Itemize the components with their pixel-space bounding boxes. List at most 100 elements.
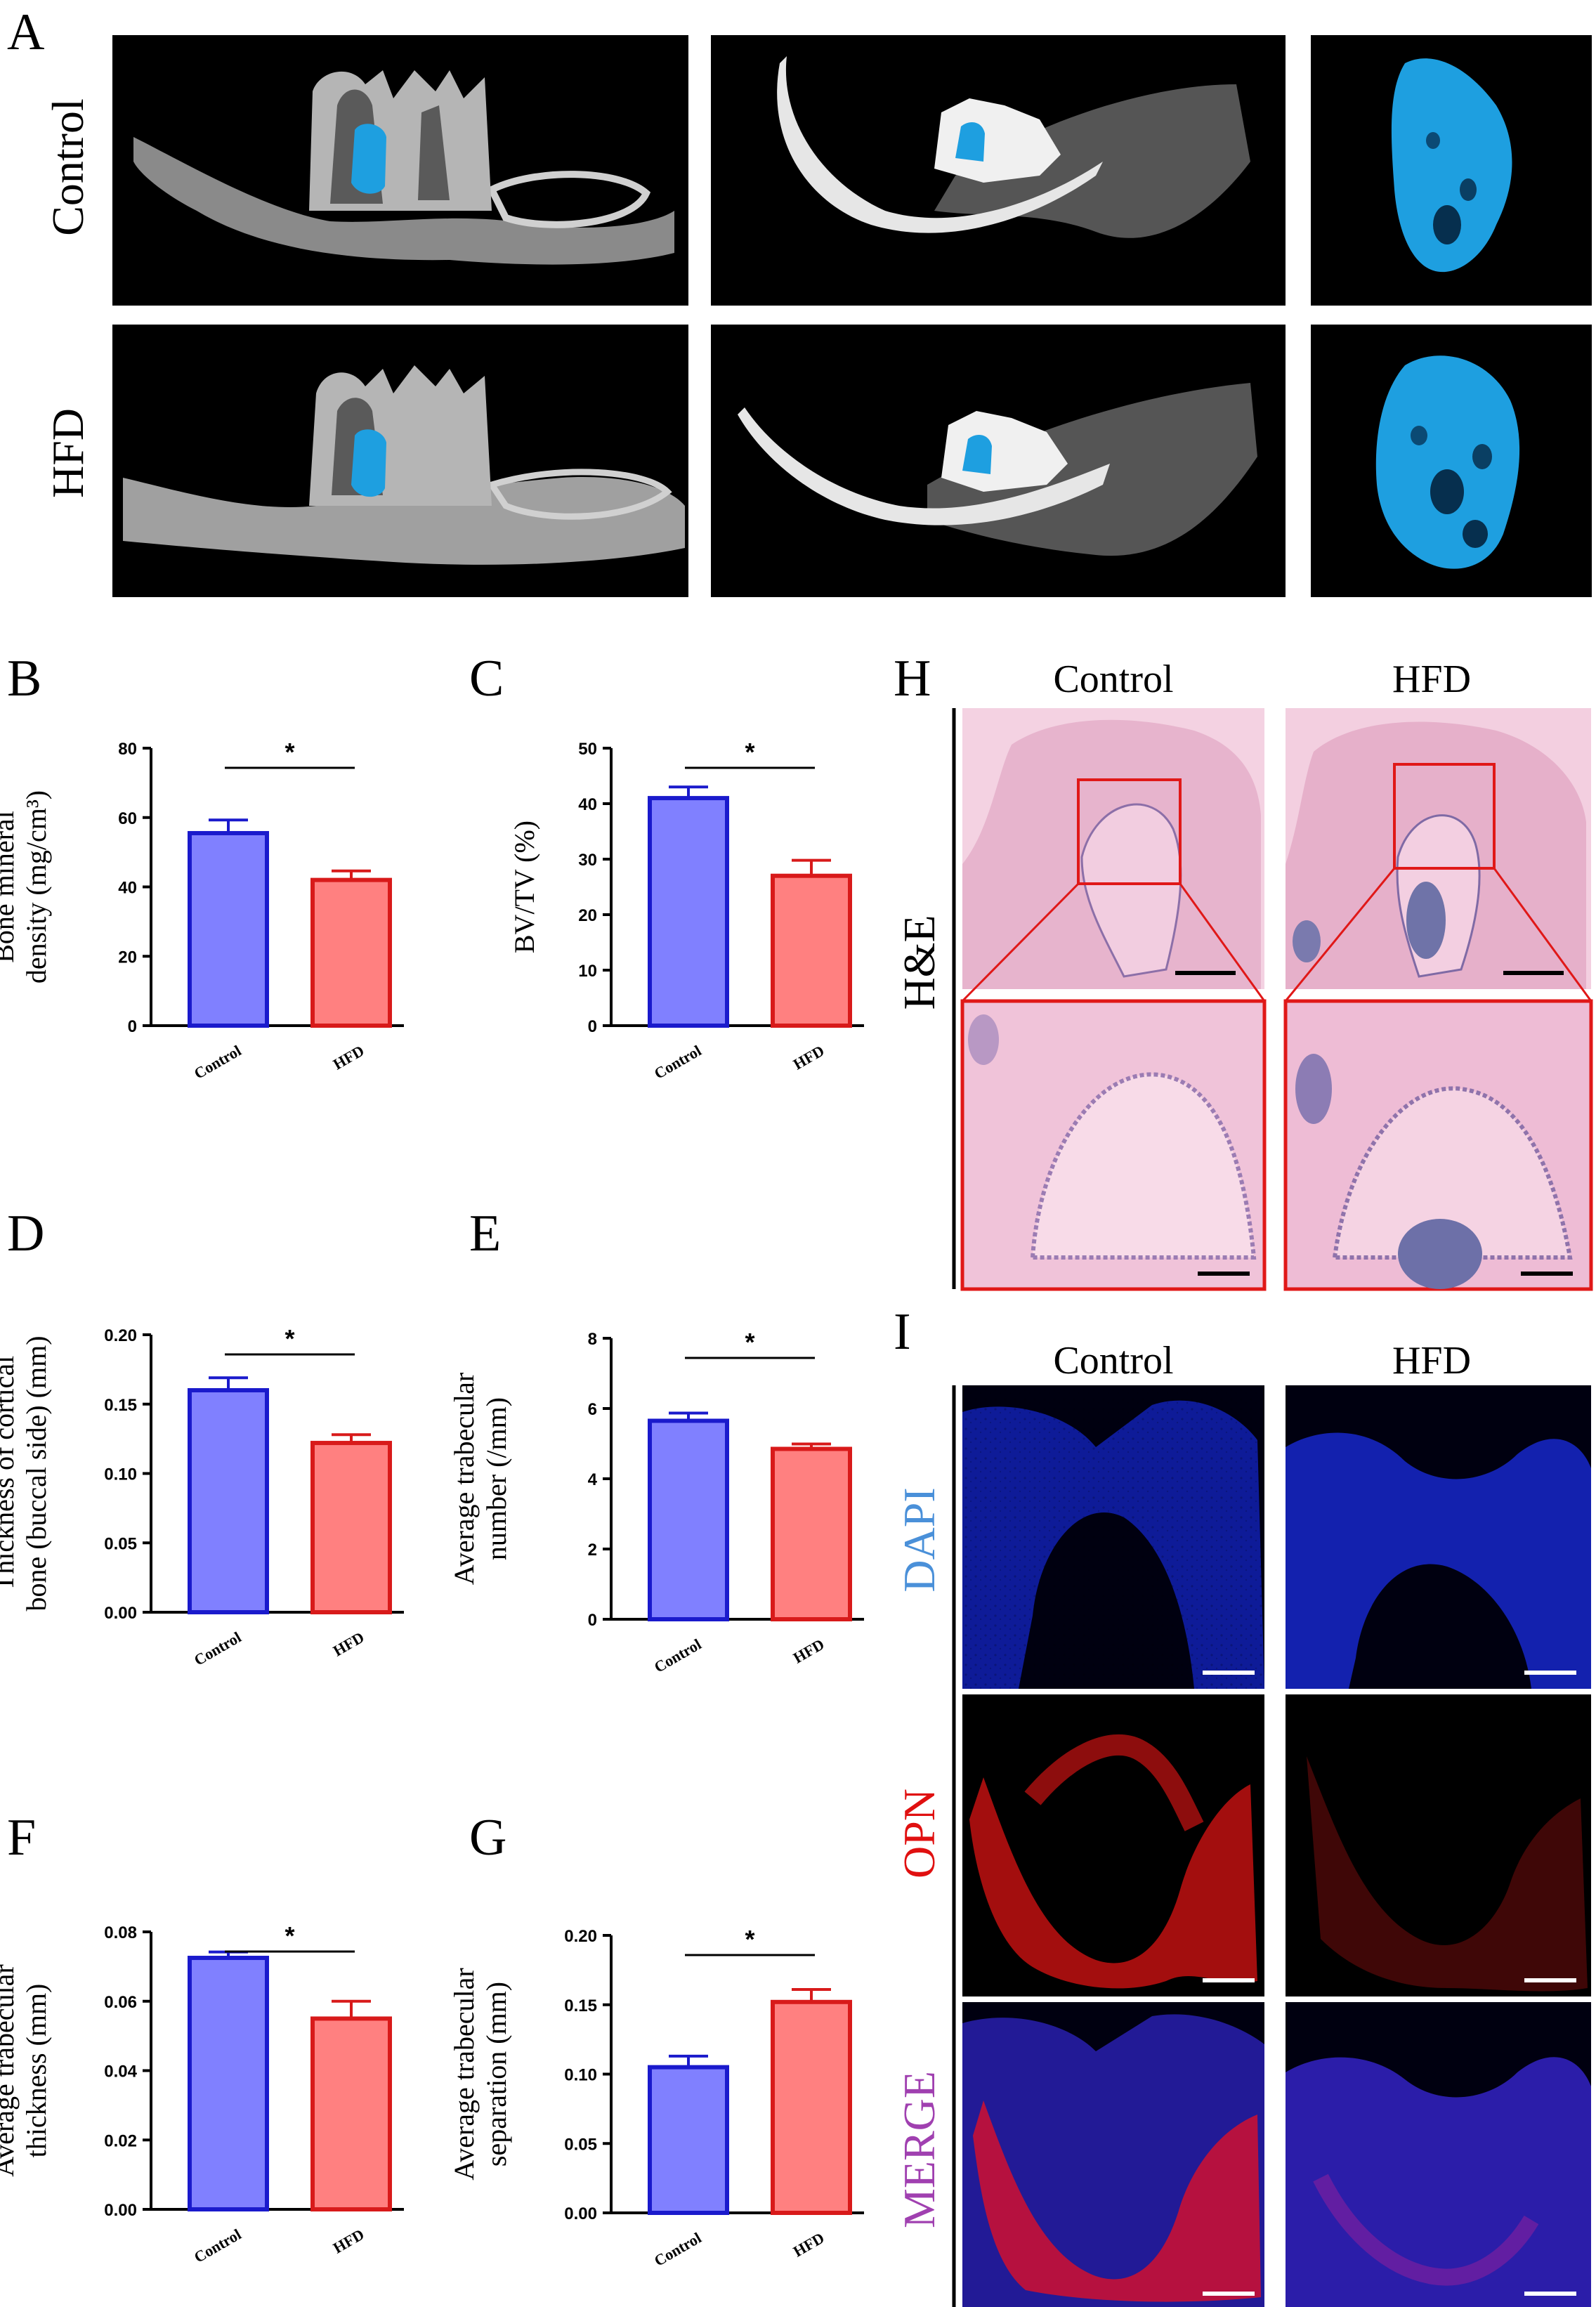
panel-a-row-label-control: Control: [43, 98, 93, 236]
x-tick-label: Control: [191, 1042, 244, 1083]
y-axis-label: Average trabecular: [448, 1373, 480, 1585]
significance-star: *: [284, 738, 294, 766]
y-tick-label: 0.00: [104, 2201, 137, 2220]
x-tick-label: HFD: [790, 1042, 828, 1073]
y-tick-label: 0: [588, 1611, 597, 1630]
y-axis-label: Bone mineral: [0, 811, 20, 963]
y-axis-label: BV/TV (%): [509, 821, 540, 953]
y-tick-label: 40: [118, 879, 137, 898]
y-tick-label: 0.20: [104, 1326, 137, 1345]
panel-h-col-label-control: Control: [1053, 658, 1173, 701]
if-merge-control: [962, 2002, 1264, 2307]
panel-i-row-label-merge: MERGE: [894, 2071, 944, 2228]
chart-g-trabecular-separation: 0.00 0.05 0.10 0.15 0.20 Average trabecular se…: [448, 1925, 864, 2270]
if-opn-control: [962, 1694, 1264, 1996]
y-axis-label: bone (buccal side) (mm): [20, 1335, 52, 1611]
panel-i-row-label-dapi: DAPI: [894, 1487, 944, 1592]
x-tick-label: HFD: [790, 1635, 828, 1667]
y-tick-label: 0.05: [104, 1534, 137, 1553]
y-tick-label: 0.00: [104, 1604, 137, 1623]
he-zoom-control: [960, 999, 1267, 1291]
bar-hfd: [771, 1446, 852, 1621]
y-tick-label: 0.00: [564, 2204, 597, 2223]
x-tick-label: HFD: [330, 1042, 367, 1073]
x-tick-label: Control: [651, 1635, 705, 1676]
he-overview-control: [962, 708, 1264, 989]
y-tick-label: 30: [578, 851, 597, 870]
y-tick-label: 80: [118, 740, 137, 759]
panel-i-col-label-hfd: HFD: [1392, 1339, 1471, 1383]
panel-letter-a: A: [7, 4, 44, 61]
y-tick-label: 50: [578, 740, 597, 759]
chart-d-cortical-thickness: 0.00 0.05 0.10 0.15 0.20 Thickness of cortica…: [0, 1324, 404, 1669]
y-tick-label: 0.04: [104, 2063, 137, 2081]
y-tick-label: 6: [588, 1400, 597, 1419]
y-axis-label: Thickness of cortical: [0, 1356, 20, 1591]
x-tick-label: Control: [651, 1042, 705, 1083]
y-tick-label: 0.10: [104, 1465, 137, 1484]
panel-letter-d: D: [7, 1205, 44, 1262]
y-tick-label: 2: [588, 1541, 597, 1560]
bar-control: [188, 830, 269, 1028]
y-tick-label: 0.08: [104, 1923, 137, 1942]
x-tick-label: HFD: [790, 2229, 828, 2261]
microct-3d-mandible-hfd: [711, 325, 1286, 597]
bar-hfd: [771, 873, 852, 1028]
panel-i-row-label-opn: OPN: [894, 1789, 944, 1878]
panel-letter-h: H: [894, 650, 931, 707]
if-merge-hfd: [1286, 2002, 1591, 2307]
panel-i-col-label-control: Control: [1053, 1339, 1173, 1383]
chart-c-bv-tv: 0 10 20 30 40 50 BV/TV (%) Control HFD *: [509, 738, 864, 1083]
microct-3d-trabecular-control: [1311, 35, 1592, 306]
panel-letter-b: B: [7, 650, 41, 707]
chart-b-bone-mineral-density: 0 20 40 60 80 Bone mineral density (mg/cm³) Con…: [0, 738, 404, 1083]
panel-letter-i: I: [894, 1303, 911, 1361]
significance-star: *: [745, 1925, 754, 1954]
y-tick-label: 0.05: [564, 2135, 597, 2154]
y-tick-label: 0: [128, 1017, 137, 1036]
y-tick-label: 40: [578, 795, 597, 814]
y-tick-label: 0.20: [564, 1927, 597, 1946]
bar-control: [648, 2065, 729, 2215]
bar-control: [188, 1388, 269, 1614]
panel-letter-f: F: [7, 1809, 36, 1867]
y-axis-label: number (/mm): [480, 1397, 512, 1560]
panel-h-row-label: H&E: [894, 915, 944, 1009]
y-axis-label: density (mg/cm³): [20, 790, 52, 983]
if-dapi-hfd: [1286, 1385, 1591, 1689]
y-axis-label: Average trabecular: [0, 1964, 20, 2176]
y-axis-label: thickness (mm): [20, 1984, 52, 2158]
y-tick-label: 0.15: [104, 1396, 137, 1415]
chart-f-trabecular-thickness: 0.00 0.02 0.04 0.06 0.08 Average trabecular th…: [0, 1921, 404, 2266]
y-tick-label: 0.06: [104, 1993, 137, 2012]
microct-sagittal-hfd: [112, 325, 688, 597]
panel-a-row-label-hfd: HFD: [43, 408, 93, 498]
y-tick-label: 20: [118, 948, 137, 967]
microct-3d-mandible-control: [711, 35, 1286, 306]
he-zoom-hfd: [1283, 999, 1593, 1291]
bar-control: [648, 796, 729, 1028]
x-tick-label: Control: [191, 2226, 244, 2266]
y-axis-label: separation (mm): [480, 1982, 512, 2167]
y-tick-label: 8: [588, 1330, 597, 1349]
y-axis-label: Average trabecular: [448, 1968, 480, 2180]
significance-star: *: [745, 738, 754, 766]
y-tick-label: 60: [118, 809, 137, 828]
y-tick-label: 0.10: [564, 2066, 597, 2085]
significance-star: *: [745, 1328, 754, 1357]
y-tick-label: 10: [578, 962, 597, 981]
significance-star: *: [284, 1324, 294, 1353]
panel-letter-g: G: [469, 1809, 506, 1867]
panel-letter-c: C: [469, 650, 504, 707]
he-zoom-connectors: [961, 868, 1592, 1002]
he-overview-hfd: [1286, 708, 1591, 989]
y-tick-label: 0.02: [104, 2131, 137, 2150]
if-dapi-control: [962, 1385, 1264, 1689]
bar-hfd: [771, 1999, 852, 2216]
panel-h-col-label-hfd: HFD: [1392, 658, 1471, 701]
if-opn-hfd: [1286, 1694, 1591, 1996]
bar-hfd: [310, 877, 392, 1028]
bar-hfd: [310, 2016, 392, 2211]
x-tick-label: HFD: [330, 2226, 367, 2257]
y-tick-label: 0: [588, 1017, 597, 1036]
